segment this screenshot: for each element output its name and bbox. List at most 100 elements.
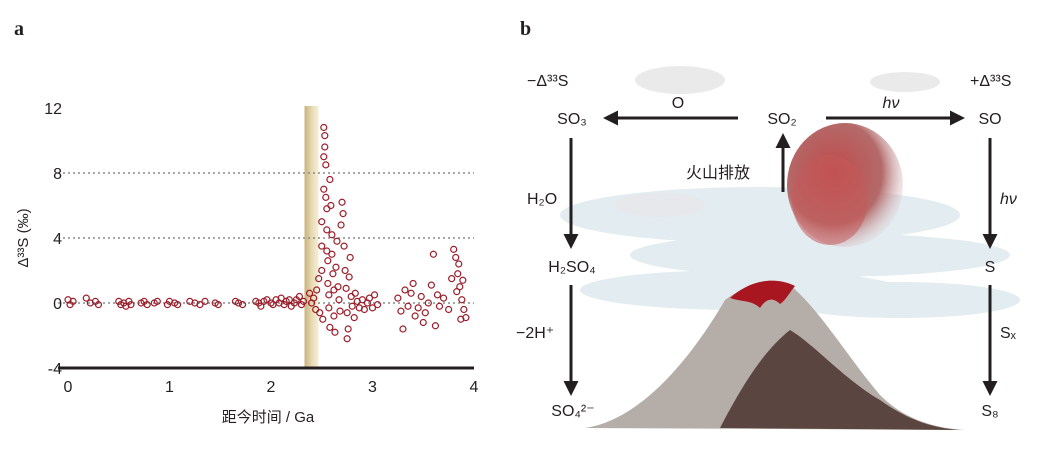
data-point	[342, 284, 350, 292]
data-point	[322, 161, 330, 169]
data-point	[404, 302, 412, 310]
arrow-label-volcanic: 火山排放	[686, 164, 750, 182]
y-tick-label: 4	[53, 231, 62, 248]
y-axis-label: Δ³³S (‰)	[15, 208, 32, 267]
data-point	[453, 288, 461, 296]
data-point	[324, 279, 332, 288]
data-point	[305, 289, 314, 297]
data-point	[318, 266, 326, 275]
data-point	[339, 210, 347, 218]
data-point	[397, 307, 405, 315]
data-point	[322, 193, 330, 201]
data-point	[450, 245, 458, 253]
data-point	[419, 318, 427, 327]
data-point	[343, 309, 351, 317]
data-point	[394, 294, 402, 302]
data-point	[431, 322, 440, 330]
data-point	[201, 297, 209, 305]
data-point	[409, 279, 417, 288]
data-point	[424, 299, 432, 307]
data-point	[445, 305, 453, 314]
panel-a-label: a	[14, 18, 24, 40]
data-point	[343, 335, 351, 343]
data-point	[196, 301, 204, 309]
species-h2so4: H₂SO₄	[548, 259, 595, 276]
data-point	[421, 309, 429, 317]
y-tick-label: 0	[53, 296, 62, 313]
data-point	[332, 263, 340, 271]
data-point	[448, 275, 456, 283]
data-point	[455, 260, 463, 268]
arrow-label-hv-right: hν	[1000, 191, 1017, 208]
data-point	[127, 301, 135, 309]
negative-delta-label: −Δ³³S	[527, 73, 568, 90]
data-point	[427, 281, 435, 289]
data-point	[331, 328, 339, 336]
data-point	[373, 301, 382, 309]
y-tick-label: 8	[53, 166, 62, 183]
x-axis-label: 距今时间 / Ga	[222, 409, 315, 426]
data-point	[401, 286, 409, 294]
x-tick-label: 3	[368, 379, 377, 396]
arrow-label-minus2h: −2H⁺	[516, 325, 554, 342]
data-point	[295, 292, 304, 301]
data-point	[326, 323, 334, 331]
data-point	[327, 201, 335, 210]
data-point	[346, 253, 354, 262]
data-point	[345, 273, 353, 281]
data-point	[316, 309, 324, 317]
data-point	[368, 304, 377, 312]
data-point	[417, 292, 425, 301]
data-point	[324, 257, 332, 265]
data-point	[318, 242, 326, 250]
data-point	[321, 132, 329, 140]
data-point	[335, 296, 343, 304]
data-point	[459, 276, 467, 284]
data-point	[323, 226, 331, 234]
volcano-icon	[585, 280, 965, 430]
data-point	[457, 315, 465, 323]
data-point	[458, 296, 466, 304]
species-s8: S₈	[981, 403, 998, 420]
species-so: SO	[978, 111, 1001, 128]
data-point	[319, 315, 327, 323]
x-tick-label: 1	[165, 379, 174, 396]
x-tick-label: 2	[267, 379, 276, 396]
y-tick-label: -4	[48, 361, 62, 378]
arrow-label-oxygen: O	[672, 95, 684, 112]
data-point	[267, 299, 275, 307]
data-point	[329, 270, 337, 278]
data-point	[411, 312, 419, 320]
data-point	[433, 291, 442, 299]
data-point	[414, 304, 422, 312]
data-point	[323, 247, 331, 255]
data-point	[174, 301, 182, 309]
arrow-label-sx: Sₓ	[1000, 325, 1017, 342]
data-point	[214, 301, 222, 309]
data-point	[452, 253, 460, 262]
panel-b-label: b	[520, 18, 532, 40]
data-point	[310, 294, 318, 302]
data-point	[326, 175, 334, 184]
data-point	[313, 286, 321, 294]
data-point	[315, 275, 323, 283]
data-point	[143, 301, 151, 309]
data-point	[285, 296, 293, 304]
data-point	[429, 250, 437, 258]
data-point	[321, 143, 329, 151]
data-point	[348, 302, 356, 310]
data-point	[334, 283, 342, 291]
data-point	[341, 266, 349, 275]
data-point	[82, 294, 90, 302]
species-so3: SO₃	[557, 111, 587, 128]
species-so2: SO₂	[767, 111, 796, 128]
x-tick-label: 0	[64, 379, 73, 396]
data-point	[358, 296, 366, 304]
data-point	[234, 299, 243, 307]
species-s: S	[985, 259, 996, 276]
data-point	[299, 297, 308, 305]
data-point	[333, 237, 341, 245]
data-point	[351, 289, 359, 297]
data-point	[439, 294, 448, 302]
